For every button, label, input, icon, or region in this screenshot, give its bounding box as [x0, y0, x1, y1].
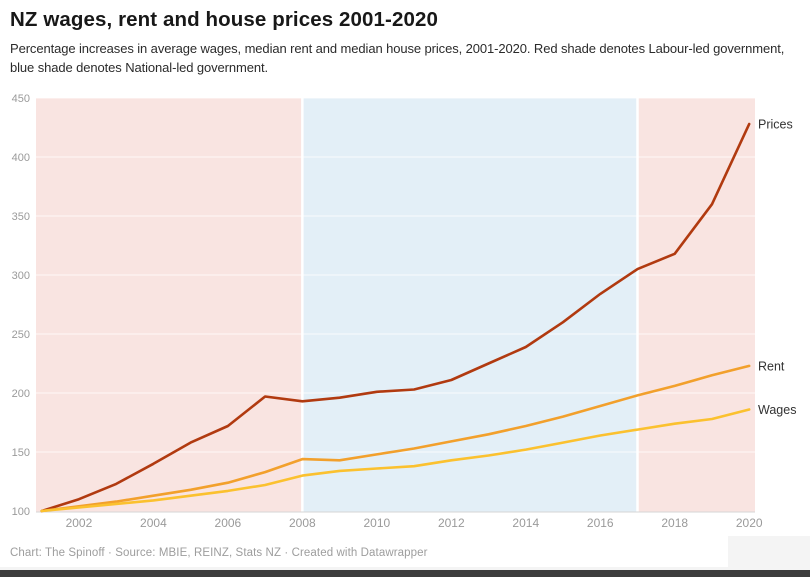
y-axis-tick-label: 300 — [12, 270, 30, 282]
government-band-labour-led — [637, 98, 755, 512]
footer-background — [0, 536, 728, 567]
chart-description: Percentage increases in average wages, m… — [10, 41, 785, 75]
band-separator — [636, 98, 639, 512]
wages-line — [40, 408, 751, 513]
rent-line — [40, 364, 751, 513]
government-band-labour-led — [36, 98, 303, 512]
wages-series-label: Wages — [758, 403, 796, 417]
y-axis-tick-label: 350 — [12, 211, 30, 223]
y-axis-tick-label: 200 — [12, 388, 30, 400]
chart-footer: Chart: The Spinoff · Source: MBIE, REINZ… — [0, 536, 810, 570]
y-axis-tick-label: 150 — [12, 447, 30, 459]
x-axis-tick-label: 2018 — [661, 516, 688, 530]
bottom-dark-bar — [0, 570, 810, 577]
rent-series-label: Rent — [758, 359, 785, 373]
x-axis-tick-label: 2006 — [215, 516, 242, 530]
y-axis-tick-label: 450 — [12, 93, 30, 105]
y-axis-tick-label: 100 — [12, 506, 30, 518]
x-axis-tick-label: 2014 — [512, 516, 539, 530]
x-axis-tick-label: 2008 — [289, 516, 316, 530]
x-axis-tick-label: 2020 — [736, 516, 763, 530]
band-separator — [301, 98, 304, 512]
y-axis-tick-label: 250 — [12, 329, 30, 341]
government-band-national-led — [302, 98, 638, 512]
y-axis-tick-label: 400 — [12, 152, 30, 164]
chart-title: NZ wages, rent and house prices 2001-202… — [10, 8, 438, 31]
x-axis-tick-label: 2016 — [587, 516, 614, 530]
prices-series-label: Prices — [758, 117, 793, 131]
x-axis-tick-label: 2002 — [66, 516, 93, 530]
x-axis-tick-label: 2012 — [438, 516, 465, 530]
attribution-text: Chart: The Spinoff · Source: MBIE, REINZ… — [10, 547, 428, 559]
x-axis-tick-label: 2010 — [363, 516, 390, 530]
prices-line — [40, 122, 751, 513]
x-axis-tick-label: 2004 — [140, 516, 167, 530]
line-chart: 100 150 200 250 300 350 400 450 2002 2004 2006 2008… — [12, 93, 797, 530]
